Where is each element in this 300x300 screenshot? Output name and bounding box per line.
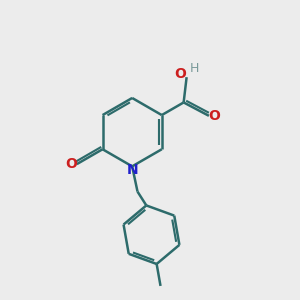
Text: N: N — [126, 163, 138, 177]
Text: O: O — [174, 67, 186, 81]
Text: H: H — [189, 62, 199, 75]
Text: O: O — [208, 109, 220, 123]
Text: O: O — [65, 157, 77, 171]
